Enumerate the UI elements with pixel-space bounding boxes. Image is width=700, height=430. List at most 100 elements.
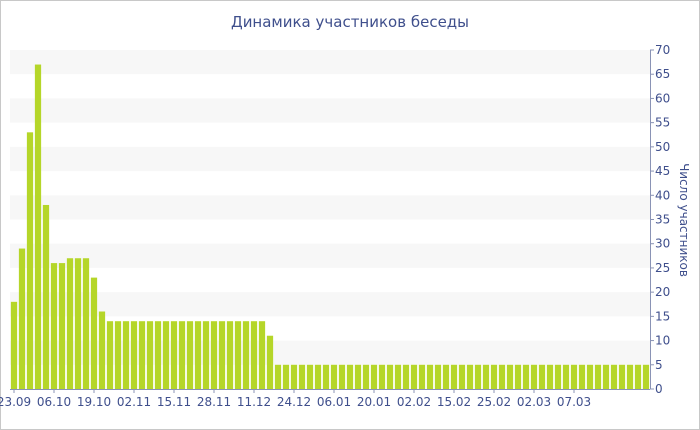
bar xyxy=(42,204,50,389)
bar xyxy=(290,364,298,389)
bar xyxy=(74,258,82,389)
x-tick-label: 07.03 xyxy=(557,395,591,409)
bar xyxy=(498,364,506,389)
x-tick-label: 02.03 xyxy=(517,395,551,409)
x-tick-label: 02.02 xyxy=(397,395,431,409)
bar xyxy=(378,364,386,389)
bar xyxy=(98,311,106,389)
bar xyxy=(618,364,626,389)
bar xyxy=(634,364,642,389)
x-tick-label: 15.02 xyxy=(437,395,471,409)
bar xyxy=(242,321,250,389)
y-tick-label: 65 xyxy=(655,67,670,81)
bar xyxy=(610,364,618,389)
bar xyxy=(170,321,178,389)
y-tick-label: 15 xyxy=(655,309,670,323)
x-tick-label: 24.12 xyxy=(277,395,311,409)
grid-band xyxy=(10,340,650,365)
bar xyxy=(50,263,58,389)
y-tick-label: 10 xyxy=(655,334,670,348)
x-tick-label: 15.11 xyxy=(157,395,191,409)
bar xyxy=(554,364,562,389)
bar xyxy=(162,321,170,389)
x-tick-label: 25.02 xyxy=(477,395,511,409)
bar xyxy=(458,364,466,389)
bar xyxy=(66,258,74,389)
bar xyxy=(578,364,586,389)
y-tick-label: 70 xyxy=(655,43,670,57)
grid-band xyxy=(10,146,650,172)
bar xyxy=(418,364,426,389)
bar xyxy=(226,321,234,389)
bar xyxy=(202,321,210,389)
bar xyxy=(442,364,450,389)
bar xyxy=(210,321,218,389)
bar xyxy=(306,364,314,389)
bar xyxy=(122,321,130,389)
bar xyxy=(402,364,410,389)
bar xyxy=(426,364,434,389)
bar xyxy=(130,321,138,389)
bar xyxy=(530,364,538,389)
bar xyxy=(338,364,346,389)
y-tick-label: 5 xyxy=(655,358,663,372)
y-ticks: 0 5 10 15 20 25 30 35 40 45 50 55 60 65 70 xyxy=(650,43,670,396)
x-ticks: 23.09 06.10 19.10 02.11 15.11 28.11 11.12 24.12… xyxy=(0,389,591,409)
y-axis-label: Число участников xyxy=(677,163,691,277)
bar xyxy=(410,364,418,389)
x-tick-label: 28.11 xyxy=(197,395,231,409)
y-tick-label: 50 xyxy=(655,140,670,154)
bar xyxy=(346,364,354,389)
x-tick-label: 06.01 xyxy=(317,395,351,409)
bar xyxy=(642,364,650,389)
bar xyxy=(466,364,474,389)
bar xyxy=(386,364,394,389)
bar xyxy=(330,364,338,389)
y-tick-label: 40 xyxy=(655,188,670,202)
bar xyxy=(562,364,570,389)
bar xyxy=(146,321,154,389)
bar xyxy=(218,321,226,389)
bar xyxy=(282,364,290,389)
bar xyxy=(178,321,186,389)
bar xyxy=(434,364,442,389)
bar xyxy=(394,364,402,389)
bar xyxy=(106,321,114,389)
bar xyxy=(570,364,578,389)
bar xyxy=(450,364,458,389)
bar xyxy=(474,364,482,389)
bar xyxy=(490,364,498,389)
grid-band xyxy=(10,50,650,75)
bar xyxy=(314,364,322,389)
bar xyxy=(194,321,202,389)
bar xyxy=(274,364,282,389)
x-tick-label: 06.10 xyxy=(37,395,71,409)
bar xyxy=(90,277,98,389)
x-tick-label: 19.10 xyxy=(77,395,111,409)
bar xyxy=(594,364,602,389)
x-tick-label: 23.09 xyxy=(0,395,31,409)
bar xyxy=(626,364,634,389)
y-tick-label: 20 xyxy=(655,285,670,299)
bar xyxy=(522,364,530,389)
grid-band xyxy=(10,292,650,317)
bar xyxy=(10,301,18,389)
bar xyxy=(258,321,266,389)
y-tick-label: 30 xyxy=(655,237,670,251)
grid-band xyxy=(10,98,650,123)
bar xyxy=(602,364,610,389)
bar xyxy=(114,321,122,389)
y-tick-label: 55 xyxy=(655,116,670,130)
bar xyxy=(298,364,306,389)
grid-bands xyxy=(10,50,650,365)
chart-title: Динамика участников беседы xyxy=(230,13,470,31)
bar xyxy=(234,321,242,389)
bar xyxy=(58,263,66,389)
bar xyxy=(354,364,362,389)
bar xyxy=(482,364,490,389)
y-tick-label: 0 xyxy=(655,382,663,396)
bar xyxy=(82,258,90,389)
x-tick-label: 11.12 xyxy=(237,395,271,409)
bar xyxy=(266,335,274,389)
